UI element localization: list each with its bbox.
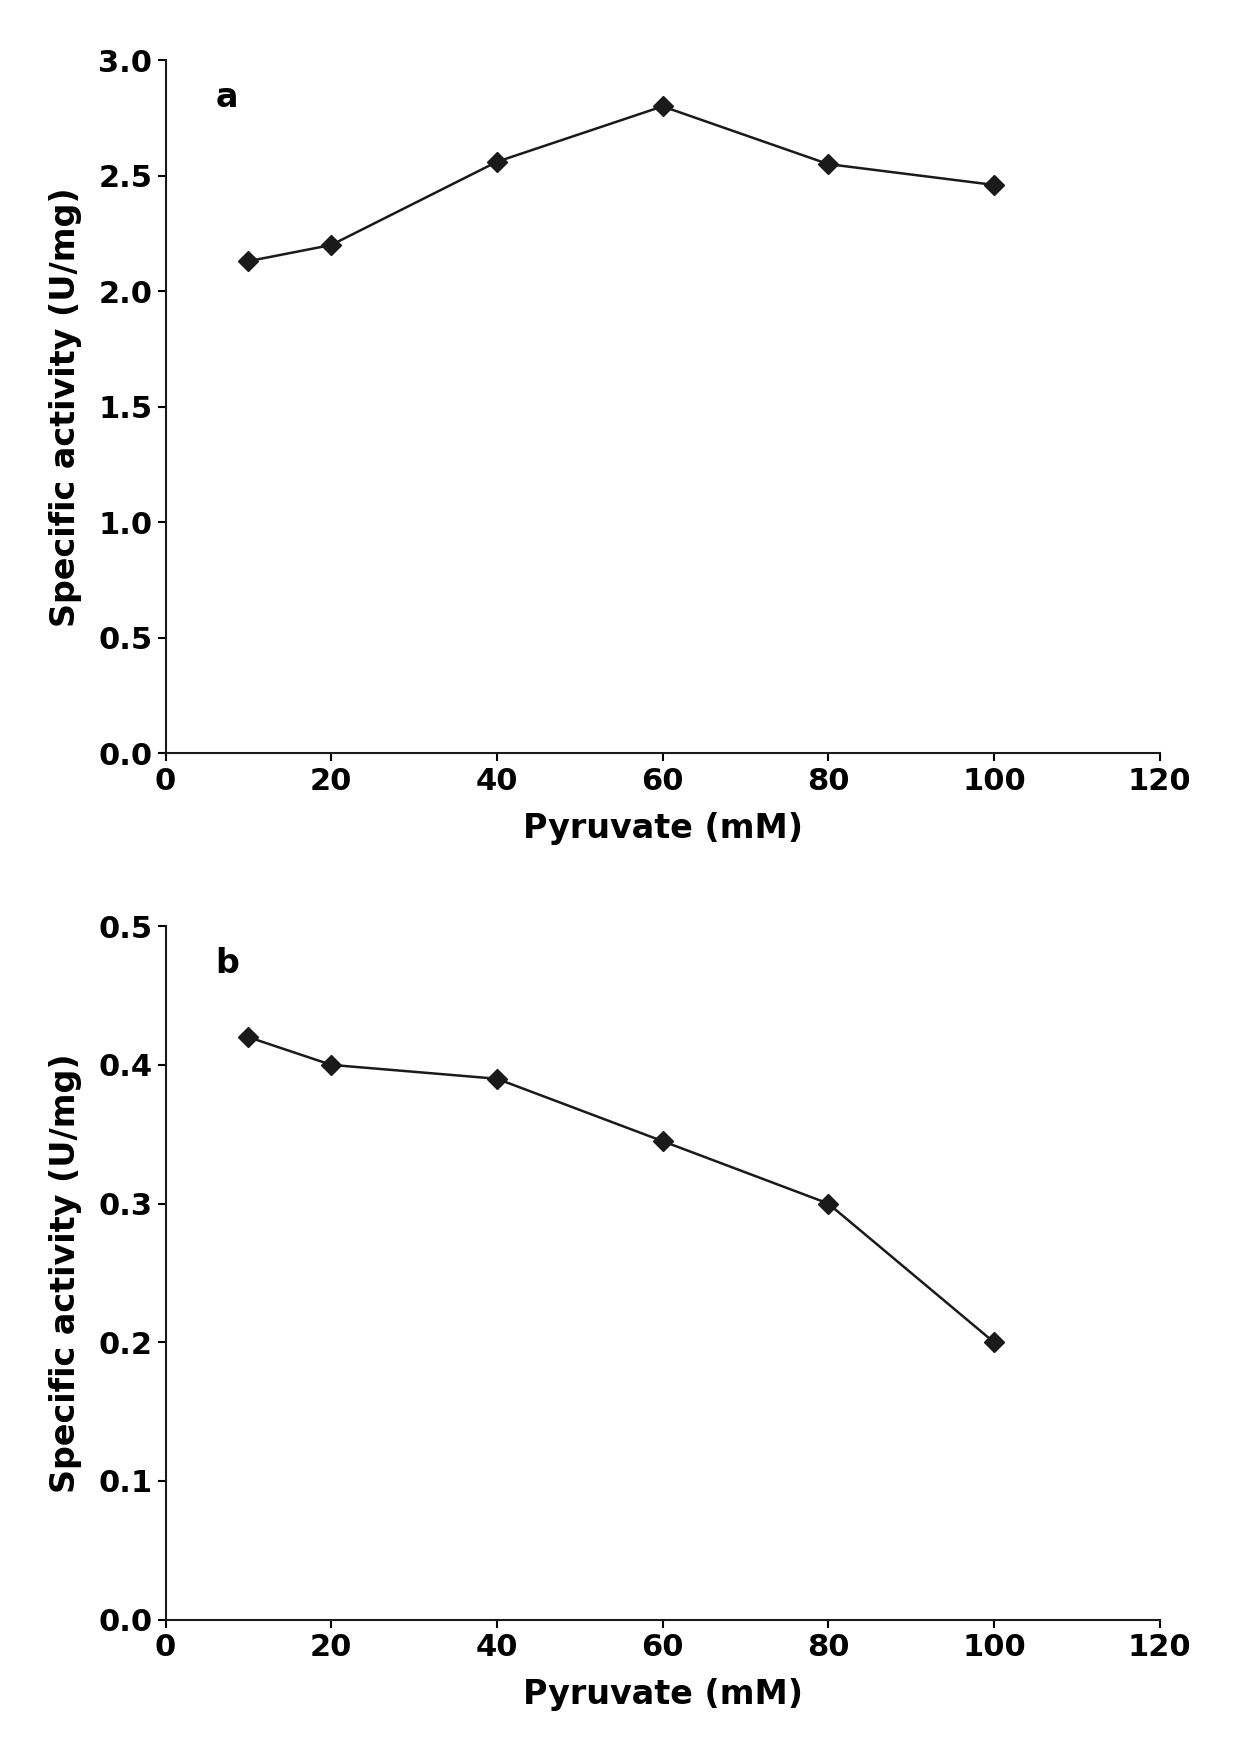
Y-axis label: Specific activity (U/mg): Specific activity (U/mg) [48, 1052, 82, 1492]
X-axis label: Pyruvate (mM): Pyruvate (mM) [522, 1679, 802, 1711]
X-axis label: Pyruvate (mM): Pyruvate (mM) [522, 813, 802, 845]
Text: a: a [216, 81, 238, 114]
Text: b: b [216, 947, 239, 980]
Y-axis label: Specific activity (U/mg): Specific activity (U/mg) [48, 187, 82, 627]
